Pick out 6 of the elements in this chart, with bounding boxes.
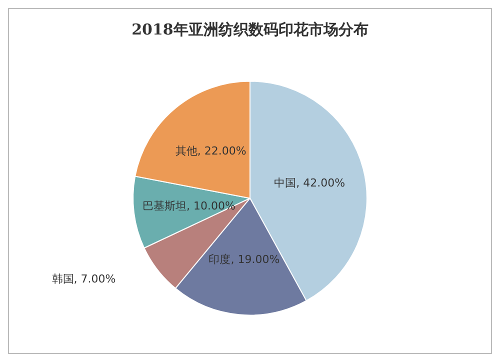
chart-title: 2018年亚洲纺织数码印花市场分布: [132, 20, 368, 38]
slice-label: 印度, 19.00%: [208, 252, 280, 266]
slice-label: 其他, 22.00%: [175, 144, 246, 158]
slice-label: 韩国, 7.00%: [52, 272, 116, 286]
slice-label: 巴基斯坦, 10.00%: [142, 199, 236, 212]
slice-label: 中国, 42.00%: [274, 176, 346, 190]
